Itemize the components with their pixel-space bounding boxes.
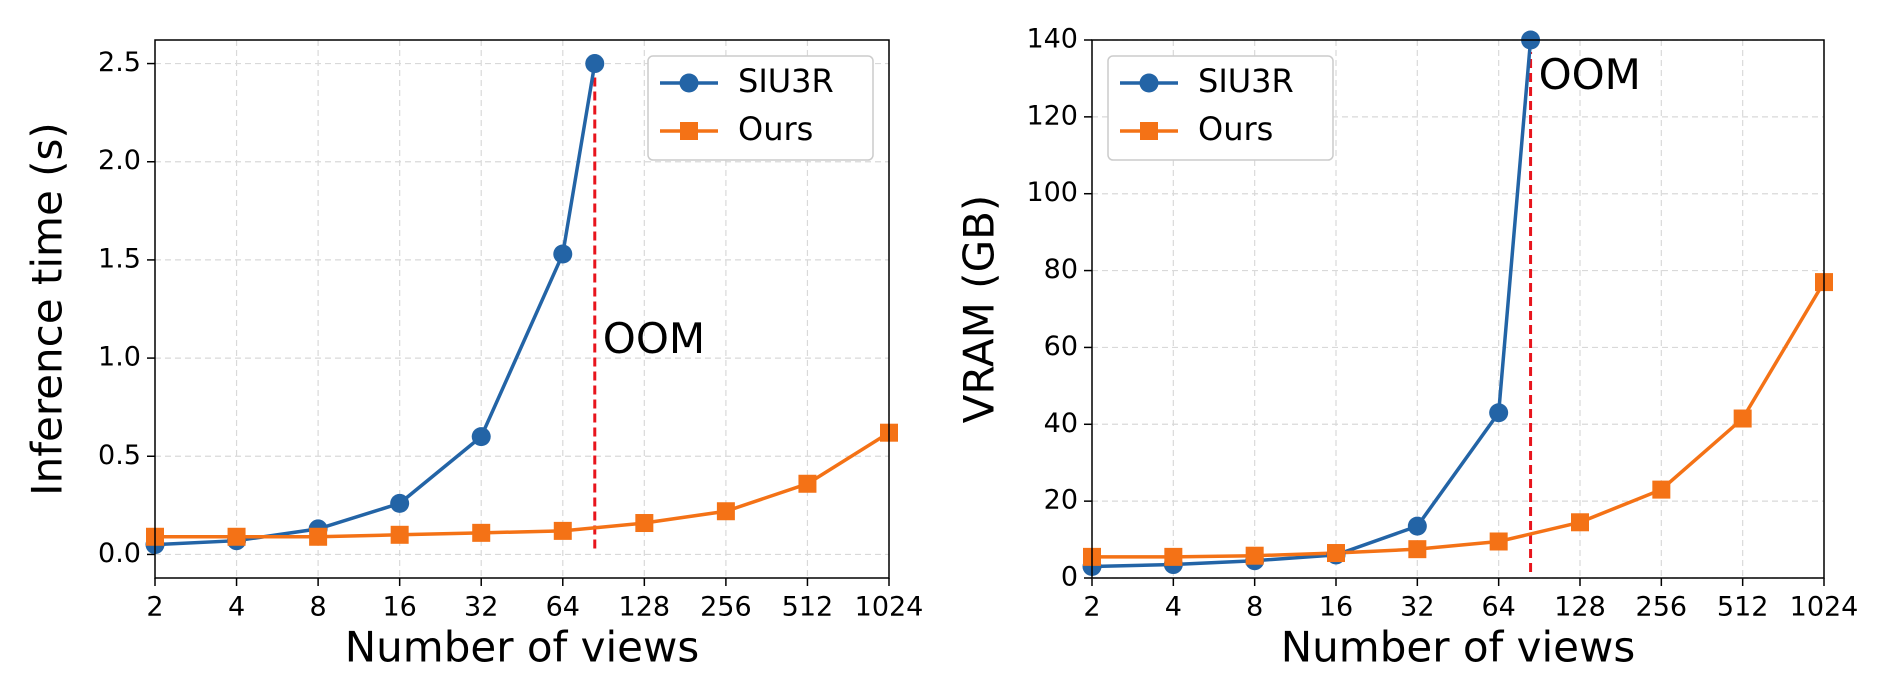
oom-label: OOM [603,314,705,363]
marker [1245,546,1264,565]
x-tick-label: 128 [1554,592,1606,623]
x-tick-label: 4 [228,592,245,623]
y-tick-label: 0 [1061,562,1078,593]
marker [1733,409,1752,428]
x-tick-label: 8 [1246,592,1263,623]
y-tick-label: 0.0 [98,538,141,569]
legend-marker [680,122,698,140]
y-tick-label: 140 [1026,24,1078,55]
x-tick-label: 256 [700,592,752,623]
marker [390,493,410,513]
y-tick-label: 80 [1044,254,1078,285]
y-tick-label: 120 [1026,100,1078,131]
marker [1489,532,1508,551]
y-tick-label: 100 [1026,177,1078,208]
x-tick-label: 16 [382,592,416,623]
x-tick-label: 4 [1165,592,1182,623]
x-tick-label: 256 [1636,592,1688,623]
marker [716,502,735,521]
marker [798,474,817,493]
y-axis-label: Inference time (s) [23,122,72,496]
series-line [155,431,889,539]
marker [471,427,491,447]
y-tick-label: 2.5 [98,47,141,78]
legend-marker [1140,122,1158,140]
series-line [1092,281,1824,559]
x-tick-label: 32 [1400,592,1434,623]
marker [553,244,573,264]
x-tick-label: 2 [146,592,163,623]
marker [585,54,605,74]
x-tick-label: 16 [1319,592,1353,623]
axes-frame [154,39,890,579]
marker [1327,544,1345,563]
y-tick-label: 1.0 [98,342,141,373]
marker [1408,540,1427,559]
y-tick-label: 60 [1044,331,1078,362]
y-axis-label: VRAM (GB) [955,195,1004,424]
x-tick-label: 8 [310,592,327,623]
series-line [155,63,597,547]
oom-label: OOM [1539,50,1641,99]
x-tick-label: 1024 [855,592,924,623]
legend-marker [1139,73,1159,93]
y-tick-label: 40 [1044,408,1078,439]
marker [1489,403,1509,423]
x-tick-label: 128 [619,592,671,623]
x-tick-label: 1024 [1790,592,1859,623]
x-tick-label: 64 [546,592,580,623]
marker [1652,480,1671,499]
x-tick-label: 512 [1717,592,1769,623]
y-tick-label: 20 [1044,485,1078,516]
y-tick-label: 1.5 [98,243,141,274]
y-tick-label: 2.0 [98,145,141,176]
legend-label: SIU3R [738,62,834,100]
marker [309,527,328,546]
marker [472,523,491,542]
legend-label: Ours [738,110,813,148]
x-tick-label: 32 [464,592,498,623]
x-axis-label: Number of views [1281,623,1636,672]
y-tick-label: 0.5 [98,440,141,471]
legend-label: SIU3R [1198,62,1294,100]
x-tick-label: 64 [1481,592,1515,623]
legend-marker [679,73,699,93]
x-axis-label: Number of views [345,623,700,672]
legend-label: Ours [1198,110,1273,148]
marker [390,525,409,544]
marker [1571,513,1589,532]
axes-frame [1091,39,1825,579]
marker [635,514,654,533]
marker [553,521,572,540]
marker [1164,547,1183,566]
marker [227,527,246,546]
marker [1407,516,1427,536]
x-tick-label: 512 [782,592,834,623]
x-tick-label: 2 [1083,592,1100,623]
